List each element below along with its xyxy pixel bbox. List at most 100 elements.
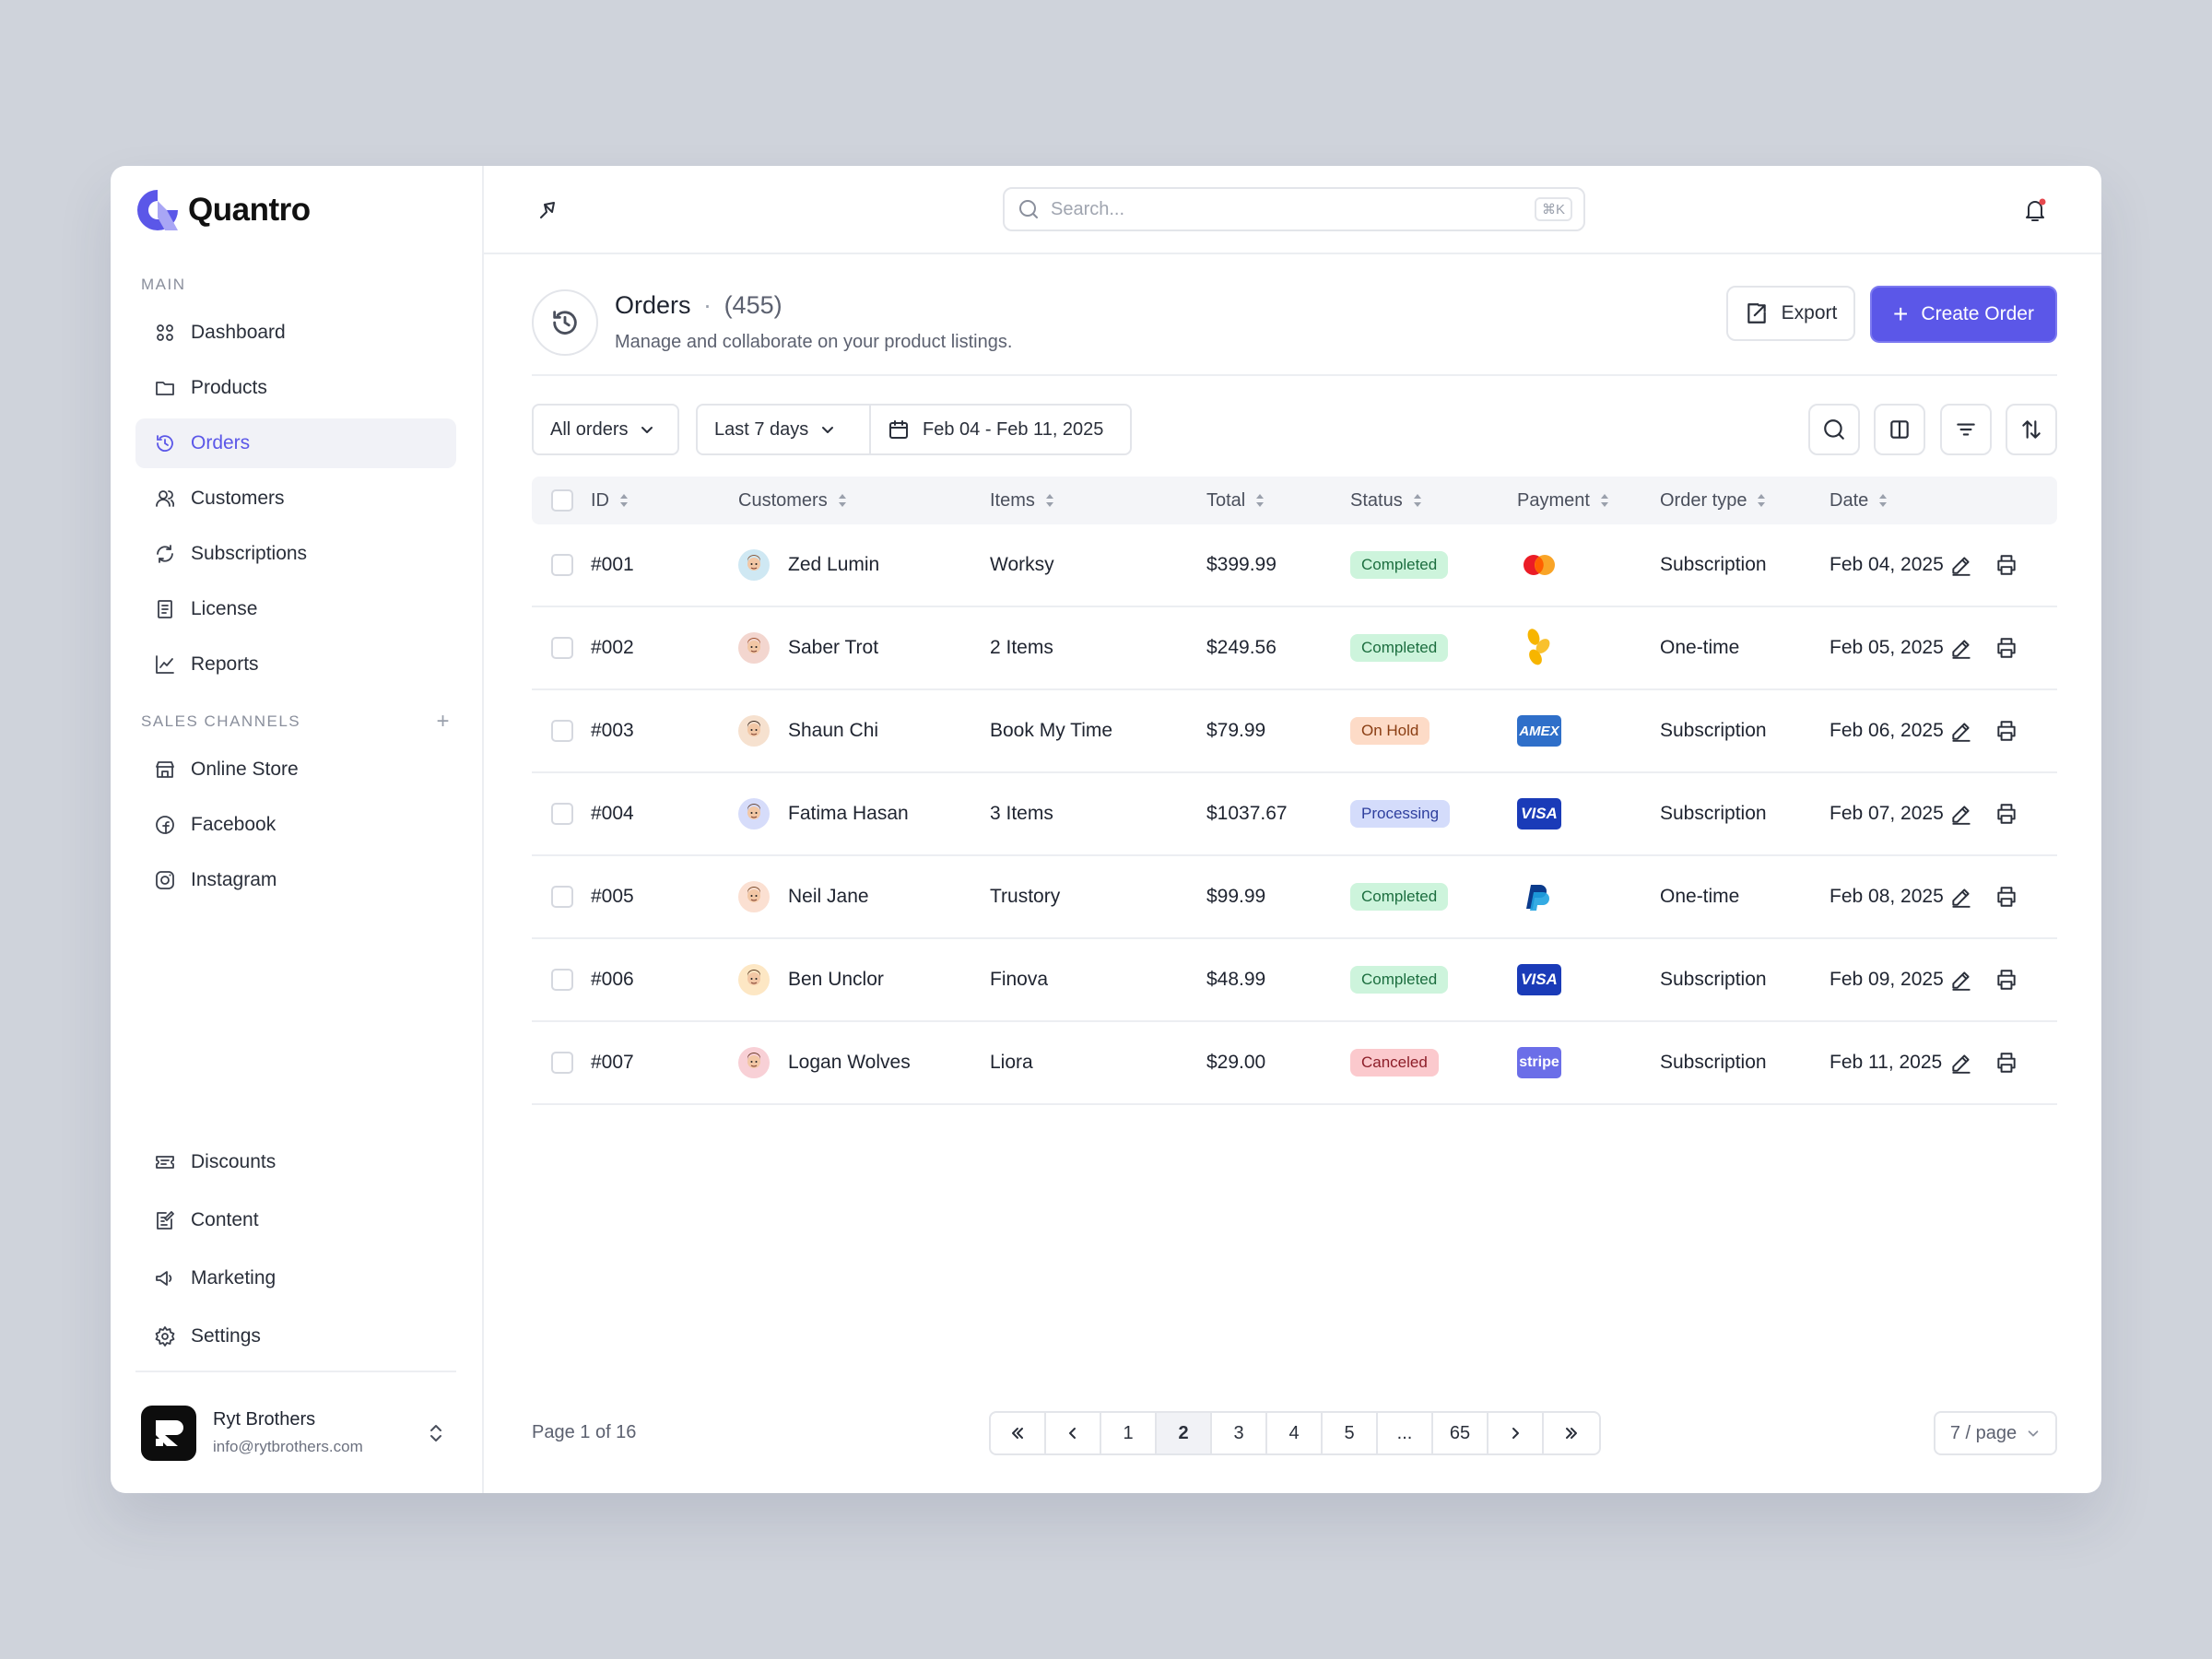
sort-button[interactable] — [2006, 404, 2057, 455]
row-checkbox[interactable] — [551, 1052, 573, 1074]
select-all-checkbox[interactable] — [551, 489, 573, 512]
table-row[interactable]: #004 Fatima Hasan 3 Items $1037.67 Proce… — [532, 773, 2057, 856]
print-button[interactable] — [1994, 1022, 2018, 1103]
sidebar-item-dashboard[interactable]: Dashboard — [135, 308, 456, 358]
sidebar-item-products[interactable]: Products — [135, 363, 456, 413]
date-range-picker[interactable]: Feb 04 - Feb 11, 2025 — [869, 404, 1132, 455]
brand-logo[interactable]: Quantro — [135, 184, 456, 236]
row-checkbox[interactable] — [551, 886, 573, 908]
column-header-order-type[interactable]: Order type — [1660, 477, 1767, 524]
table-row[interactable]: #003 Shaun Chi Book My Time $79.99 On Ho… — [532, 690, 2057, 773]
row-checkbox[interactable] — [551, 554, 573, 576]
sidebar-item-customers[interactable]: Customers — [135, 474, 456, 524]
sidebar-item-subscriptions[interactable]: Subscriptions — [135, 529, 456, 579]
table-row[interactable]: #005 Neil Jane Trustory $99.99 Completed… — [532, 856, 2057, 939]
ryt-brothers-logo-icon — [156, 1419, 183, 1446]
sidebar-item-facebook[interactable]: Facebook — [135, 800, 456, 850]
next-page[interactable] — [1488, 1413, 1544, 1453]
sidebar-item-reports[interactable]: Reports — [135, 640, 456, 689]
row-checkbox[interactable] — [551, 803, 573, 825]
previous-page[interactable] — [1046, 1413, 1101, 1453]
date-cell: Feb 11, 2025 — [1830, 1052, 1943, 1073]
period-dropdown[interactable]: Last 7 days — [696, 404, 871, 455]
pagination-bar: Page 1 of 16 1 2 3 4 5... 65 7 / page — [532, 1411, 2057, 1455]
page-info: Page 1 of 16 — [532, 1422, 637, 1442]
user-account-switcher[interactable]: Ryt Brothers info@rytbrothers.com — [135, 1371, 456, 1493]
edit-button[interactable] — [1949, 607, 1973, 688]
sidebar-item-online-store[interactable]: Online Store — [135, 745, 456, 794]
order-id[interactable]: #002 — [591, 637, 634, 658]
order-id[interactable]: #001 — [591, 554, 634, 575]
last-page[interactable] — [1544, 1413, 1599, 1453]
sidebar-item-license[interactable]: License — [135, 584, 456, 634]
edit-button[interactable] — [1949, 939, 1973, 1020]
table-row[interactable]: #007 Logan Wolves Liora $29.00 Canceled … — [532, 1022, 2057, 1105]
search-input[interactable] — [1051, 198, 1535, 220]
table-row[interactable]: #002 Saber Trot 2 Items $249.56 Complete… — [532, 607, 2057, 690]
payment-cell: AMEX — [1517, 690, 1561, 771]
column-header-payment[interactable]: Payment — [1517, 477, 1610, 524]
first-page[interactable] — [991, 1413, 1046, 1453]
sort-icon — [1045, 494, 1053, 507]
order-id[interactable]: #006 — [591, 969, 634, 990]
sidebar-item-discounts[interactable]: Discounts — [135, 1135, 456, 1188]
add-channel-button[interactable]: + — [436, 709, 451, 734]
export-button[interactable]: Export — [1726, 286, 1855, 341]
edit-button[interactable] — [1949, 856, 1973, 937]
status-cell: Canceled — [1350, 1022, 1439, 1103]
sidebar-item-content[interactable]: Content — [135, 1194, 456, 1246]
page-5[interactable]: 5 — [1323, 1413, 1378, 1453]
title-separator: · — [703, 291, 712, 319]
order-filter-dropdown[interactable]: All orders — [532, 404, 679, 455]
search-bar[interactable]: ⌘K — [1003, 187, 1585, 231]
page-2[interactable]: 2 — [1157, 1413, 1212, 1453]
print-button[interactable] — [1994, 856, 2018, 937]
edit-button[interactable] — [1949, 773, 1973, 854]
order-id[interactable]: #005 — [591, 886, 634, 907]
print-button[interactable] — [1994, 690, 2018, 771]
column-header-date[interactable]: Date — [1830, 477, 1888, 524]
pin-toggle-icon[interactable] — [535, 197, 561, 223]
column-header-id[interactable]: ID — [591, 477, 629, 524]
edit-button[interactable] — [1949, 690, 1973, 771]
sidebar-item-instagram[interactable]: Instagram — [135, 855, 456, 905]
column-header-total[interactable]: Total — [1206, 477, 1265, 524]
print-button[interactable] — [1994, 773, 2018, 854]
row-checkbox[interactable] — [551, 720, 573, 742]
page-1[interactable]: 1 — [1101, 1413, 1157, 1453]
avatar-face-icon — [747, 970, 760, 985]
column-header-status[interactable]: Status — [1350, 477, 1423, 524]
table-row[interactable]: #006 Ben Unclor Finova $48.99 Completed … — [532, 939, 2057, 1022]
page-header: Orders · (455) Manage and collaborate on… — [532, 286, 2057, 376]
page-3[interactable]: 3 — [1212, 1413, 1267, 1453]
column-header-customers[interactable]: Customers — [738, 477, 848, 524]
order-id[interactable]: #003 — [591, 720, 634, 741]
notification-bell-icon[interactable] — [2020, 195, 2050, 225]
row-checkbox[interactable] — [551, 637, 573, 659]
sidebar-item-settings[interactable]: Settings — [135, 1310, 456, 1362]
refresh-icon — [157, 545, 173, 563]
order-type-cell: Subscription — [1660, 969, 1767, 990]
table-row[interactable]: #001 Zed Lumin Worksy $399.99 Completed … — [532, 524, 2057, 607]
print-button[interactable] — [1994, 939, 2018, 1020]
customer-name: Neil Jane — [788, 886, 869, 907]
edit-button[interactable] — [1949, 1022, 1973, 1103]
customer-cell: Neil Jane — [738, 856, 869, 937]
sidebar-item-orders[interactable]: Orders — [135, 418, 456, 468]
column-header-items[interactable]: Items — [990, 477, 1055, 524]
row-checkbox[interactable] — [551, 969, 573, 991]
page-4[interactable]: 4 — [1267, 1413, 1323, 1453]
per-page-dropdown[interactable]: 7 / page — [1934, 1411, 2057, 1455]
columns-toggle-button[interactable] — [1874, 404, 1925, 455]
create-order-button[interactable]: + Create Order — [1870, 286, 2057, 343]
table-search-button[interactable] — [1808, 404, 1860, 455]
order-id[interactable]: #007 — [591, 1052, 634, 1073]
print-button[interactable] — [1994, 607, 2018, 688]
print-button[interactable] — [1994, 524, 2018, 606]
sidebar-item-marketing[interactable]: Marketing — [135, 1252, 456, 1304]
order-id[interactable]: #004 — [591, 803, 634, 824]
brand-name: Quantro — [188, 192, 311, 228]
page-65[interactable]: 65 — [1433, 1413, 1488, 1453]
filter-button[interactable] — [1940, 404, 1992, 455]
edit-button[interactable] — [1949, 524, 1973, 606]
